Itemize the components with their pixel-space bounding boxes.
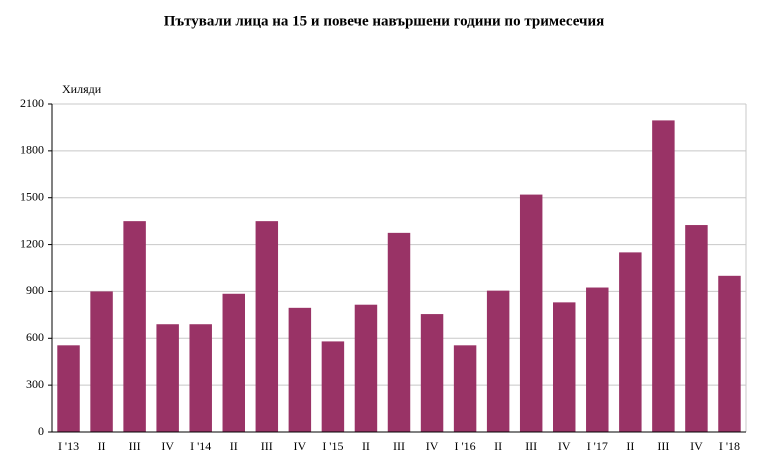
bar — [553, 302, 576, 432]
x-tick-label: I '14 — [190, 439, 211, 453]
y-tick-label: 2100 — [20, 96, 44, 110]
bar — [453, 345, 477, 432]
y-tick-label: 600 — [26, 330, 44, 344]
y-tick-label: 0 — [38, 424, 44, 438]
x-tick-label: IV — [294, 439, 307, 453]
bar — [387, 232, 411, 432]
bar — [288, 307, 312, 432]
x-tick-label: III — [129, 439, 141, 453]
bar — [354, 304, 378, 432]
bar — [685, 225, 708, 432]
bar — [586, 287, 609, 432]
x-tick-label: I '16 — [455, 439, 476, 453]
x-tick-label: II — [494, 439, 502, 453]
bar — [255, 221, 279, 432]
y-tick-label: 900 — [26, 283, 44, 297]
bar — [420, 314, 444, 432]
bar — [619, 252, 642, 432]
x-tick-label: IV — [426, 439, 439, 453]
bar — [652, 120, 675, 433]
x-tick-label: IV — [690, 439, 703, 453]
bar — [57, 345, 80, 432]
x-tick-label: I '17 — [587, 439, 608, 453]
x-tick-label: II — [362, 439, 370, 453]
bar — [718, 275, 741, 432]
x-tick-label: IV — [161, 439, 174, 453]
x-tick-label: III — [261, 439, 273, 453]
bar — [486, 290, 510, 432]
x-tick-label: II — [230, 439, 238, 453]
x-tick-label: II — [626, 439, 634, 453]
chart-title: Пътували лица на 15 и повече навършени г… — [164, 13, 605, 29]
y-tick-label: 1500 — [20, 189, 44, 203]
y-tick-label: 300 — [26, 377, 44, 391]
x-tick-label: I '15 — [322, 439, 343, 453]
bar — [519, 194, 543, 432]
bar — [189, 324, 212, 432]
bar — [123, 221, 146, 432]
x-tick-label: III — [657, 439, 669, 453]
x-tick-label: I '13 — [58, 439, 79, 453]
x-tick-label: III — [525, 439, 537, 453]
y-axis-label: Хиляди — [62, 82, 102, 96]
bar — [321, 341, 345, 432]
bar — [222, 293, 245, 432]
y-tick-label: 1200 — [20, 236, 44, 250]
x-tick-label: IV — [558, 439, 571, 453]
x-tick-label: III — [393, 439, 405, 453]
y-tick-label: 1800 — [20, 143, 44, 157]
x-tick-label: II — [98, 439, 106, 453]
x-tick-label: I '18 — [719, 439, 740, 453]
bar — [90, 291, 113, 432]
bar — [156, 324, 179, 432]
